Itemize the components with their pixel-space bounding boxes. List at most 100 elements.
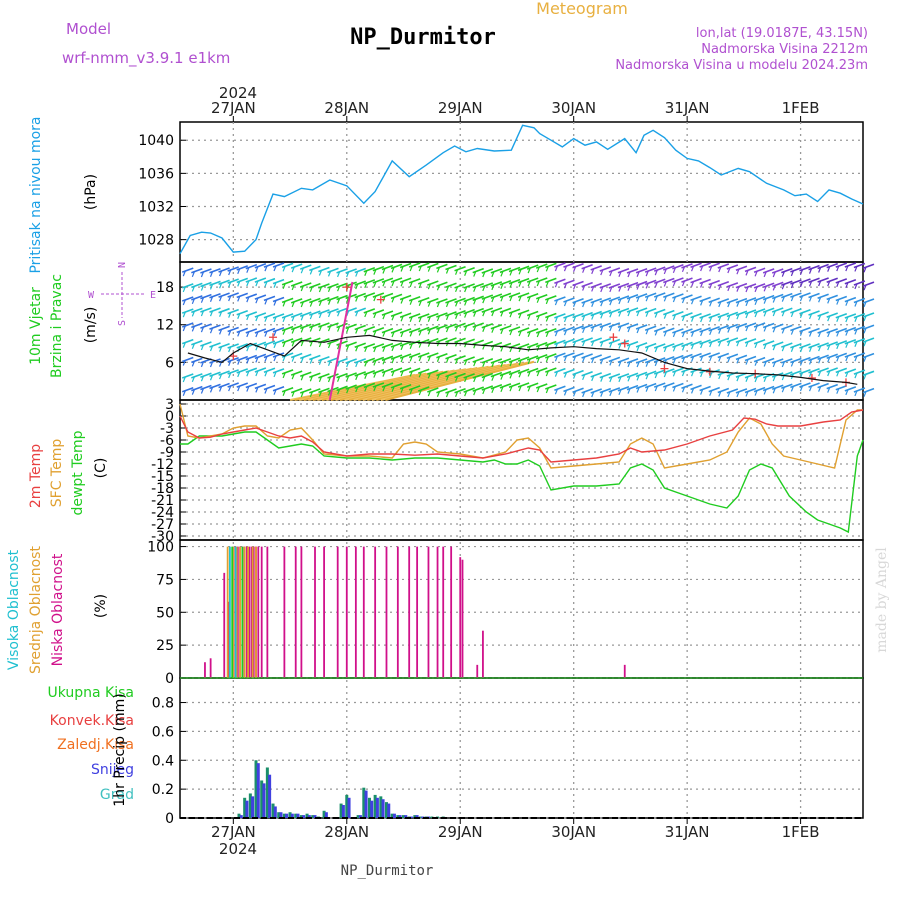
wind-barb-flag (464, 312, 468, 318)
wind-barb-flag (427, 355, 431, 362)
wind-barb (608, 296, 621, 302)
precip-bar-ukupna (367, 797, 371, 818)
wind-barb-flag (518, 281, 522, 287)
wind-barb (327, 308, 339, 314)
cloud-ylabel: Visoka Oblacnost Srednja Oblacnost Niska… (6, 546, 109, 674)
wind-barb-flag (246, 296, 250, 303)
wind-barb-flag (790, 282, 794, 289)
wind-barb (644, 357, 657, 364)
wind-barb-flag (818, 314, 822, 321)
wind-barb (663, 368, 675, 374)
wind-barb (844, 326, 857, 333)
wind-barb-flag (327, 299, 332, 305)
wind-barb (399, 294, 412, 301)
wind-barb-flag (790, 386, 794, 392)
panels (179, 121, 864, 819)
wind-barb-flag (572, 301, 577, 307)
wind-barb (263, 327, 276, 334)
wind-barb (762, 322, 775, 329)
wind-barb-flag (709, 329, 713, 336)
wind-barb-flag (182, 325, 186, 332)
wind-barb (672, 367, 684, 374)
wind-barb (808, 327, 820, 334)
wind-barb (363, 357, 376, 364)
wind-barb (663, 327, 675, 334)
wind-barb (744, 266, 757, 273)
wind-barb (236, 382, 249, 388)
wind-barb (363, 369, 376, 376)
wind-barb (436, 263, 448, 270)
wind-barb-flag (627, 326, 631, 333)
wind-barb-flag (582, 327, 586, 334)
wind-barb (817, 293, 829, 300)
wind-barb (245, 277, 258, 283)
wind-barb-flag (854, 301, 858, 307)
wind-barb-flag (763, 343, 767, 350)
wind-barb (535, 277, 548, 283)
wind-barb (826, 353, 838, 359)
wind-barb-flag (309, 301, 313, 307)
wind-barb-flag (327, 360, 332, 367)
wind-barb (299, 323, 312, 330)
wind-barb (372, 278, 385, 284)
wind-barb-flag (636, 375, 640, 381)
y-tick-label: -6 (160, 433, 174, 449)
wind-barb-flag (836, 356, 840, 362)
wind-barb-flag (427, 341, 431, 347)
precip-bar-snijeg (302, 815, 306, 818)
wind-barb (517, 309, 530, 316)
wind-barb-flag (409, 388, 413, 395)
wind-barb (263, 277, 276, 284)
wind-barb (572, 369, 584, 376)
wind-barb-flag (863, 284, 867, 291)
wind-barb-flag (228, 281, 232, 288)
wind-barb-flag (808, 296, 813, 302)
wind-barb (408, 278, 421, 284)
wind-barb-flag (554, 299, 558, 306)
wind-barb-flag (445, 301, 450, 308)
wind-barb (835, 313, 848, 319)
wind-barb (717, 324, 730, 331)
wind-barb-flag (745, 300, 749, 307)
wind-barb (545, 328, 557, 334)
wind-barb-flag (300, 340, 304, 347)
wind-barb-flag (200, 310, 204, 317)
wind-barb (227, 343, 239, 349)
precip-bar-ukupna (288, 812, 292, 818)
wind-barb-flag (346, 375, 350, 382)
wind-barb-flag (609, 270, 613, 277)
wind-barb-flag (518, 269, 522, 275)
wind-barb-flag (672, 314, 676, 321)
wind-barb (663, 292, 675, 299)
wind-barb (799, 382, 811, 388)
wind-barb (381, 342, 394, 349)
wind-barb (227, 326, 239, 333)
wind-barb (699, 352, 711, 358)
wind-barb-flag (727, 357, 731, 363)
wind-barb (399, 341, 412, 347)
wind-barb-flag (845, 300, 849, 306)
wind-barb (299, 337, 312, 343)
wind-barb-flag (518, 330, 522, 337)
wind-barb-flag (718, 391, 722, 397)
wind-barb (708, 352, 720, 358)
wind-barb (472, 386, 484, 392)
wind-barb (771, 307, 784, 313)
wind-barb-flag (645, 361, 649, 367)
wind-barb-flag (781, 345, 785, 352)
wind-compass: W E N S (88, 262, 156, 326)
wind-barb (617, 373, 630, 379)
wind-barb (427, 337, 439, 344)
pressure-line (179, 124, 864, 255)
wind-barb (236, 265, 249, 271)
wind-barb-flag (772, 327, 776, 333)
wind-barb-flag (863, 328, 867, 334)
wind-barb (318, 373, 330, 379)
wind-barb-flag (790, 295, 794, 302)
precip-bar-ukupna (396, 815, 400, 818)
wind-barb (508, 308, 521, 314)
wind-barb-flag (246, 386, 250, 392)
wind-barb-flag (736, 326, 740, 332)
wind-barb (318, 283, 330, 289)
y-tick-label: 0.4 (152, 753, 174, 769)
